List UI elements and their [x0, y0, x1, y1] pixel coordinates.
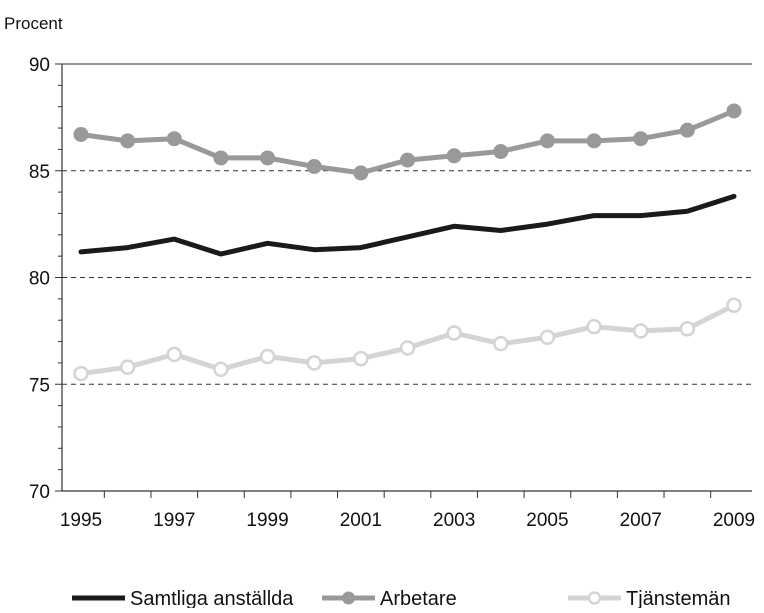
series-2-point [539, 329, 556, 346]
y-tick-label: 90 [29, 55, 50, 76]
x-tick-label: 2009 [713, 510, 755, 531]
series-2-point [73, 365, 89, 382]
series-1-point [166, 131, 182, 147]
legend-item-1: Arbetare [322, 588, 457, 610]
legend-swatch-marker [342, 591, 355, 605]
y-tick-label: 80 [29, 269, 50, 290]
legend-label: Tjänstemän [626, 588, 731, 608]
series-2-point [353, 350, 369, 367]
series-2-point [399, 340, 416, 356]
grid-lines [62, 63, 752, 385]
series-2-point [166, 346, 183, 363]
series-1-point [213, 150, 229, 166]
x-tick-label: 1997 [153, 510, 195, 531]
series-2-point [632, 323, 649, 339]
series-1-point [586, 133, 602, 149]
series-1-point [493, 144, 509, 160]
legend-swatch-marker [587, 591, 602, 605]
legend-label: Arbetare [380, 588, 457, 608]
y-tick-label: 70 [29, 482, 50, 503]
series-2-point [306, 355, 322, 371]
series-1-point [539, 133, 555, 149]
series-1-point [446, 148, 462, 164]
series-2-point [213, 361, 229, 378]
x-tick-label: 1999 [246, 510, 288, 531]
y-axis-label: Procent [4, 14, 63, 33]
x-tick-label: 1995 [60, 510, 102, 531]
series-1-point [726, 103, 742, 119]
y-tick-label: 85 [29, 162, 50, 183]
legend: Samtliga anställda Arbetare Tjänstemän [72, 588, 731, 610]
series-2-point [446, 325, 462, 341]
series-1-point [633, 131, 649, 147]
series-1-point [73, 126, 89, 142]
series-1-point [679, 122, 695, 138]
series-2-point [726, 297, 742, 314]
series-2-point [259, 348, 276, 365]
legend-item-0: Samtliga anställda [72, 588, 294, 610]
series-1-point [353, 165, 369, 181]
legend-label: Samtliga anställda [130, 588, 294, 608]
x-tick-label: 2005 [526, 510, 568, 531]
series-2-line [78, 302, 737, 377]
series-1-point [260, 150, 276, 166]
series-2-point [493, 335, 509, 352]
series-2-point [679, 320, 696, 337]
legend-item-2: Tjänstemän [568, 588, 731, 610]
series-1-point [400, 152, 415, 168]
x-tick-label: 2003 [433, 510, 475, 531]
series-1-point [120, 133, 136, 149]
series-lines [73, 103, 742, 382]
x-tick-label: 2007 [620, 510, 662, 531]
axes: 70 75 80 85 90 1995 1997 1999 2001 2003 2005 2007 20… [29, 55, 755, 531]
series-1-point [306, 158, 322, 174]
series-2-point [586, 318, 602, 335]
series-2-point [119, 359, 136, 375]
x-tick-label: 2001 [340, 510, 382, 531]
series-0-line [78, 193, 737, 257]
y-tick-label: 75 [29, 375, 50, 396]
